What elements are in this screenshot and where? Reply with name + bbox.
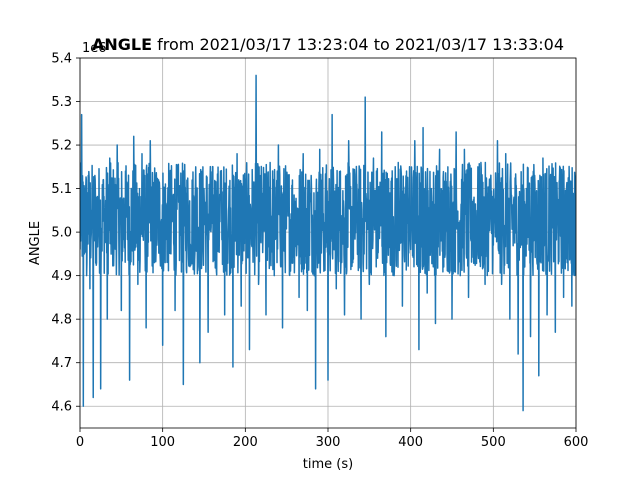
y-tick-label: 4.6 xyxy=(51,400,72,415)
y-tick-label: 5.2 xyxy=(51,139,72,154)
series-line xyxy=(80,74,576,412)
x-tick-label: 300 xyxy=(316,435,341,450)
y-tick-label: 4.9 xyxy=(51,269,72,284)
chart-title-bold: ANGLE xyxy=(92,35,152,54)
ticks: 0 100 200 300 400 500 600 4.6 4.7 4.8 4.9 5.0 5.1 5.2… xyxy=(51,52,588,451)
chart-title-rest: from 2021/03/17 13:23:04 to 2021/03/17 1… xyxy=(152,35,564,54)
x-tick-label: 200 xyxy=(233,435,258,450)
y-tick-label: 5.1 xyxy=(51,182,72,197)
y-tick-label: 5.3 xyxy=(51,95,72,110)
x-tick-label: 100 xyxy=(150,435,175,450)
y-tick-label: 5.4 xyxy=(51,52,72,67)
y-tick-label: 4.7 xyxy=(51,356,72,371)
x-tick-label: 0 xyxy=(76,435,84,450)
x-tick-label: 500 xyxy=(481,435,506,450)
x-tick-label: 600 xyxy=(564,435,589,450)
y-tick-label: 5.0 xyxy=(51,226,72,241)
y-tick-label: 4.8 xyxy=(51,313,72,328)
x-axis-label: time (s) xyxy=(303,457,353,472)
x-tick-label: 400 xyxy=(398,435,423,450)
chart-title: ANGLE from 2021/03/17 13:23:04 to 2021/0… xyxy=(92,35,564,54)
y-axis-label: ANGLE xyxy=(28,221,43,265)
y-offset-label: 1e6 xyxy=(82,41,107,56)
plot-area xyxy=(80,74,576,412)
